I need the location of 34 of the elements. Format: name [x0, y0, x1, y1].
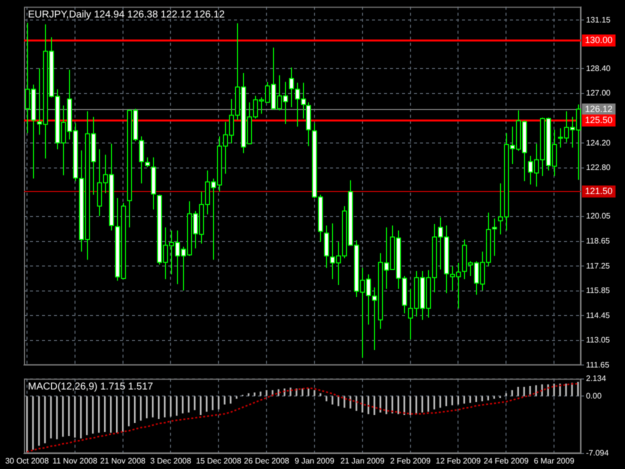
chart-title: MACD(12,26,9) 1.715 1.517: [28, 382, 154, 393]
x-tick-label: 12 Feb 2009: [436, 456, 482, 466]
ref-line-label: 125.50: [585, 114, 613, 125]
x-tick-label: 2 Feb 2009: [390, 456, 432, 466]
y-tick-label: 120.05: [586, 212, 612, 221]
y-tick-label: 114.45: [586, 310, 610, 320]
x-tick-label: 9 Jan 2009: [294, 456, 335, 466]
y-tick-label: 2.134: [586, 374, 607, 384]
x-tick-label: 3 Dec 2008: [150, 456, 192, 466]
x-tick-label: 30 Oct 2008: [5, 456, 50, 466]
y-tick-label: 131.15: [586, 15, 612, 24]
ref-line-label: 121.50: [585, 186, 613, 196]
y-tick-label: 124.20: [586, 138, 612, 148]
y-tick-label: 127.00: [586, 88, 612, 98]
line-series: [26, 383, 579, 453]
x-tick-label: 21 Nov 2008: [100, 456, 146, 466]
chart-title: EURJPY,Daily 124.94 126.38 122.12 126.12: [28, 10, 226, 21]
x-tick-label: 24 Feb 2009: [484, 456, 530, 466]
ref-line-label: 130.00: [585, 34, 613, 45]
y-tick-label: 128.40: [586, 64, 612, 73]
ref-line-label: 126.12: [585, 104, 613, 114]
y-tick-label: 111.65: [586, 360, 610, 370]
x-tick-label: 15 Dec 2008: [196, 456, 242, 466]
y-tick-label: 122.80: [586, 163, 612, 172]
y-tick-label: 0.00: [586, 391, 602, 400]
x-tick-label: 6 Mar 2009: [534, 456, 575, 466]
x-tick-label: 11 Nov 2008: [52, 456, 98, 466]
x-tick-label: 26 Dec 2008: [244, 456, 290, 466]
y-tick-label: 113.05: [586, 336, 610, 345]
y-tick-label: 115.85: [586, 286, 610, 296]
y-tick-label: 118.65: [586, 236, 610, 246]
y-tick-label: 117.25: [586, 261, 610, 270]
x-tick-label: 21 Jan 2009: [340, 456, 385, 466]
y-tick-label: -7.094: [586, 448, 610, 458]
